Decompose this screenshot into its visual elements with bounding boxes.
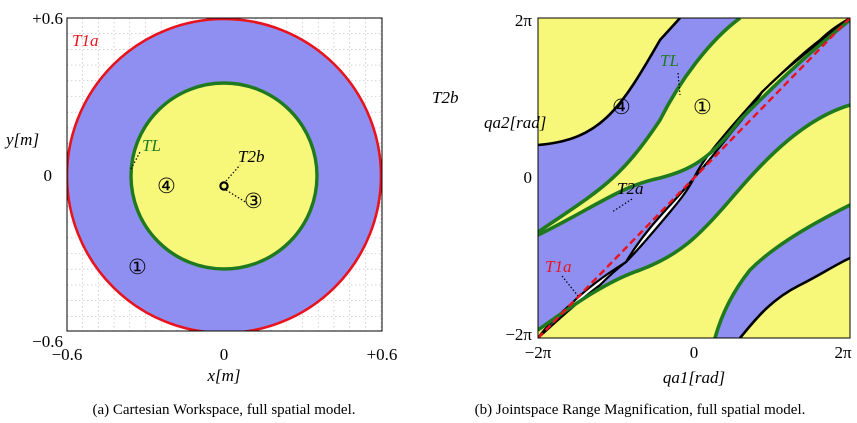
t2b-label: T2b bbox=[238, 147, 264, 166]
t2a-label: T2a bbox=[617, 179, 643, 198]
panel-b-y-tick-top: 2π bbox=[515, 11, 533, 30]
panel-a-x-tick-right: +0.6 bbox=[367, 345, 398, 364]
panel-a-x-tick-mid: 0 bbox=[220, 345, 229, 364]
tl-label-b: TL bbox=[660, 51, 679, 70]
t1a-label-b: T1a bbox=[545, 257, 571, 276]
panel-b-x-axis-label: qa1[rad] bbox=[663, 368, 725, 387]
tl-label: TL bbox=[142, 136, 161, 155]
panel-a-y-tick-top: +0.6 bbox=[32, 9, 63, 28]
t1a-label: T1a bbox=[72, 31, 98, 50]
panel-b-y-tick-mid: 0 bbox=[524, 168, 533, 187]
region-4-marker-b: ④ bbox=[612, 95, 631, 119]
region-1-marker-b: ① bbox=[693, 95, 712, 119]
panel-a-y-axis-label: y[m] bbox=[4, 130, 39, 149]
t2b-label-b: T2b bbox=[432, 88, 458, 107]
panel-a-y-tick-mid: 0 bbox=[44, 166, 53, 185]
panel-b-x-tick-mid: 0 bbox=[690, 343, 699, 362]
panel-b: TL ④ ① T2a T1a T2b 2π 0 −2π qa2[rad] −2π… bbox=[432, 11, 852, 418]
region-4-marker: ④ bbox=[157, 174, 176, 198]
panel-b-x-tick-right: 2π bbox=[834, 343, 852, 362]
panel-b-y-axis-label: qa2[rad] bbox=[484, 113, 546, 132]
panel-b-x-tick-left: −2π bbox=[525, 343, 552, 362]
panel-a-x-tick-left: −0.6 bbox=[52, 345, 83, 364]
panel-a: T1a TL T2b ④ ③ ① +0.6 0 −0.6 y[m] −0.6 0… bbox=[4, 9, 397, 418]
panel-a-x-axis-label: x[m] bbox=[206, 366, 240, 385]
panel-b-caption: (b) Jointspace Range Magnification, full… bbox=[475, 402, 806, 418]
region-1-marker: ① bbox=[128, 255, 147, 279]
region-3-marker: ③ bbox=[244, 189, 263, 213]
panel-b-y-tick-bottom: −2π bbox=[505, 325, 532, 344]
panel-a-caption: (a) Cartesian Workspace, full spatial mo… bbox=[92, 402, 355, 418]
